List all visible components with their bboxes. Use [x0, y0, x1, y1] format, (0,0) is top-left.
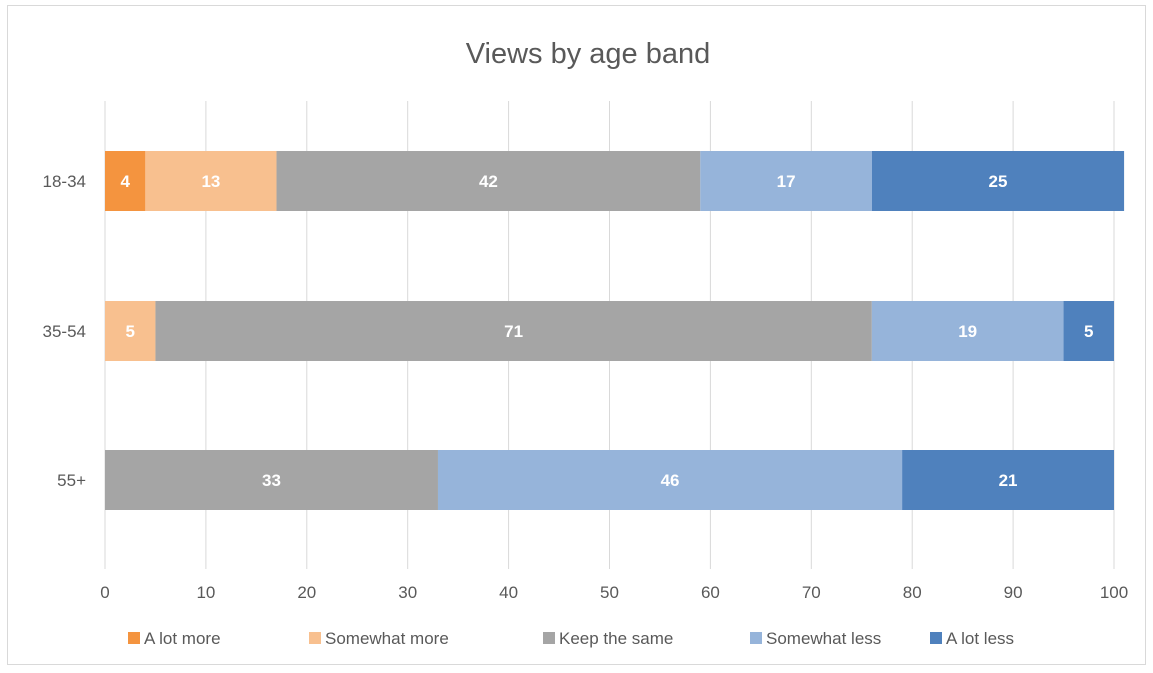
- data-label: 13: [201, 172, 220, 191]
- bar-segment: [871, 151, 1125, 211]
- x-tick-label: 80: [903, 583, 922, 602]
- x-tick-label: 0: [100, 583, 109, 602]
- data-label: 5: [125, 322, 134, 341]
- bar-segment: [871, 301, 1064, 361]
- x-tick-label: 70: [802, 583, 821, 602]
- x-tick-label: 90: [1004, 583, 1023, 602]
- data-label: 46: [661, 471, 680, 490]
- category-label: 18-34: [43, 172, 86, 191]
- data-label: 21: [999, 471, 1018, 490]
- bars: 4 13 42 17 25 5 71 19 5 33 46 21: [105, 151, 1125, 510]
- x-tick-label: 60: [701, 583, 720, 602]
- bar-segment: [437, 450, 903, 510]
- legend: A lot more Somewhat more Keep the same Some…: [128, 629, 1014, 648]
- legend-swatch: [128, 632, 140, 644]
- bar-segment: [155, 301, 872, 361]
- category-label: 55+: [57, 471, 86, 490]
- legend-swatch: [543, 632, 555, 644]
- data-label: 4: [120, 172, 130, 191]
- category-label: 35-54: [43, 322, 86, 341]
- chart-frame: Views by age band 4 13 42 17 25 5 71 19 5 33 46 21 …: [7, 5, 1146, 665]
- data-label: 5: [1084, 322, 1093, 341]
- legend-swatch: [309, 632, 321, 644]
- legend-swatch: [750, 632, 762, 644]
- data-label: 33: [262, 471, 281, 490]
- data-label: 17: [777, 172, 796, 191]
- bar-segment: [105, 450, 438, 510]
- legend-label: Somewhat more: [325, 629, 449, 648]
- x-tick-label: 30: [398, 583, 417, 602]
- data-label: 71: [504, 322, 523, 341]
- data-label: 19: [958, 322, 977, 341]
- chart-title: Views by age band: [466, 38, 711, 70]
- legend-label: A lot more: [144, 629, 221, 648]
- data-label: 25: [989, 172, 1008, 191]
- legend-label: A lot less: [946, 629, 1014, 648]
- x-tick-label: 50: [600, 583, 619, 602]
- category-labels: 18-34 35-54 55+: [43, 172, 87, 490]
- bar-segment: [105, 301, 156, 361]
- x-tick-labels: 0 10 20 30 40 50 60 70 80 90 100: [100, 583, 1128, 602]
- bar-segment: [105, 151, 146, 211]
- x-tick-label: 10: [196, 583, 215, 602]
- legend-label: Somewhat less: [766, 629, 881, 648]
- x-tick-label: 20: [297, 583, 316, 602]
- bar-segment: [1063, 301, 1114, 361]
- bar-segment: [700, 151, 872, 211]
- data-label: 42: [479, 172, 498, 191]
- chart-svg: Views by age band 4 13 42 17 255 71 19 533 46 21 …: [43, 38, 1129, 648]
- x-tick-label: 100: [1100, 583, 1128, 602]
- x-tick-label: 40: [499, 583, 518, 602]
- bar-segment: [902, 450, 1114, 510]
- bar-segment: [145, 151, 277, 211]
- bar-segment: [276, 151, 701, 211]
- legend-swatch: [930, 632, 942, 644]
- legend-label: Keep the same: [559, 629, 673, 648]
